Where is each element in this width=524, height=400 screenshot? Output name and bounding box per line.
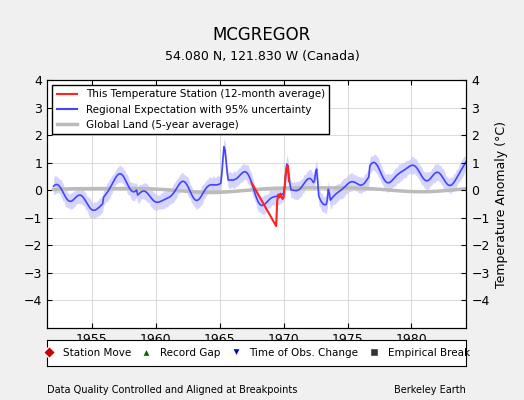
Text: 54.080 N, 121.830 W (Canada): 54.080 N, 121.830 W (Canada) [165, 50, 359, 63]
Text: Berkeley Earth: Berkeley Earth [395, 385, 466, 395]
Text: Data Quality Controlled and Aligned at Breakpoints: Data Quality Controlled and Aligned at B… [47, 385, 298, 395]
Legend: This Temperature Station (12-month average), Regional Expectation with 95% uncer: This Temperature Station (12-month avera… [52, 85, 329, 134]
Text: MCGREGOR: MCGREGOR [213, 26, 311, 44]
Y-axis label: Temperature Anomaly (°C): Temperature Anomaly (°C) [495, 120, 508, 288]
Legend: Station Move, Record Gap, Time of Obs. Change, Empirical Break: Station Move, Record Gap, Time of Obs. C… [40, 344, 474, 362]
